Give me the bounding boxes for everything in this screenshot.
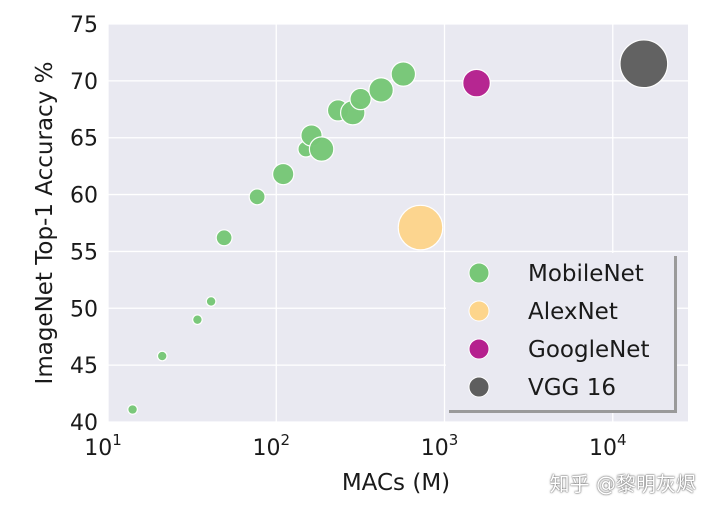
mobilenet-point xyxy=(127,404,138,415)
x-tick-label: 101 xyxy=(84,431,122,461)
grid xyxy=(107,23,688,423)
x-axis-ticks: 101 102 103 104 xyxy=(84,431,626,461)
mobilenet-point xyxy=(272,162,295,186)
mobilenet-point xyxy=(215,229,233,247)
x-tick-label: 102 xyxy=(252,431,290,461)
mobilenet-point xyxy=(192,314,203,326)
mobilenet-point xyxy=(349,87,372,111)
legend-marker-vgg-16 xyxy=(468,376,490,398)
x-tick-label: 104 xyxy=(589,431,627,461)
y-tick-label: 70 xyxy=(70,70,98,95)
alexnet-point xyxy=(397,204,444,251)
y-tick-label: 75 xyxy=(70,13,98,38)
y-tick-label: 50 xyxy=(70,297,98,322)
data-points xyxy=(127,39,669,415)
legend-marker-googlenet xyxy=(468,338,490,360)
legend-label-googlenet: GoogleNet xyxy=(528,337,649,363)
y-tick-label: 40 xyxy=(70,411,98,436)
y-tick-label: 65 xyxy=(70,127,98,152)
legend-label-mobilenet: MobileNet xyxy=(528,261,644,287)
y-tick-label: 45 xyxy=(70,354,98,379)
y-tick-label: 60 xyxy=(70,184,98,209)
mobilenet-point xyxy=(205,296,217,307)
mobilenet-point xyxy=(390,61,417,87)
y-axis-label: ImageNet Top-1 Accuracy % xyxy=(32,62,58,385)
legend-marker-mobilenet xyxy=(468,262,490,284)
legend-label-vgg-16: VGG 16 xyxy=(528,375,616,401)
watermark: 知乎 @黎明灰烬 xyxy=(549,472,696,496)
mobilenet-point xyxy=(156,350,168,362)
mobilenet-point xyxy=(248,188,266,206)
mobilenet-point xyxy=(368,77,394,103)
x-tick-label: 103 xyxy=(421,431,459,461)
y-tick-label: 55 xyxy=(70,240,98,265)
mobilenet-point xyxy=(308,136,335,162)
vgg-16-point xyxy=(619,39,669,89)
y-axis-ticks: 40 45 50 55 60 65 70 75 xyxy=(70,13,98,436)
legend: MobileNet AlexNet GoogleNet VGG 16 xyxy=(446,253,677,413)
legend-marker-alexnet xyxy=(468,300,490,322)
legend-label-alexnet: AlexNet xyxy=(528,299,618,325)
googlenet-point xyxy=(462,68,491,98)
x-axis-label: MACs (M) xyxy=(342,470,450,496)
